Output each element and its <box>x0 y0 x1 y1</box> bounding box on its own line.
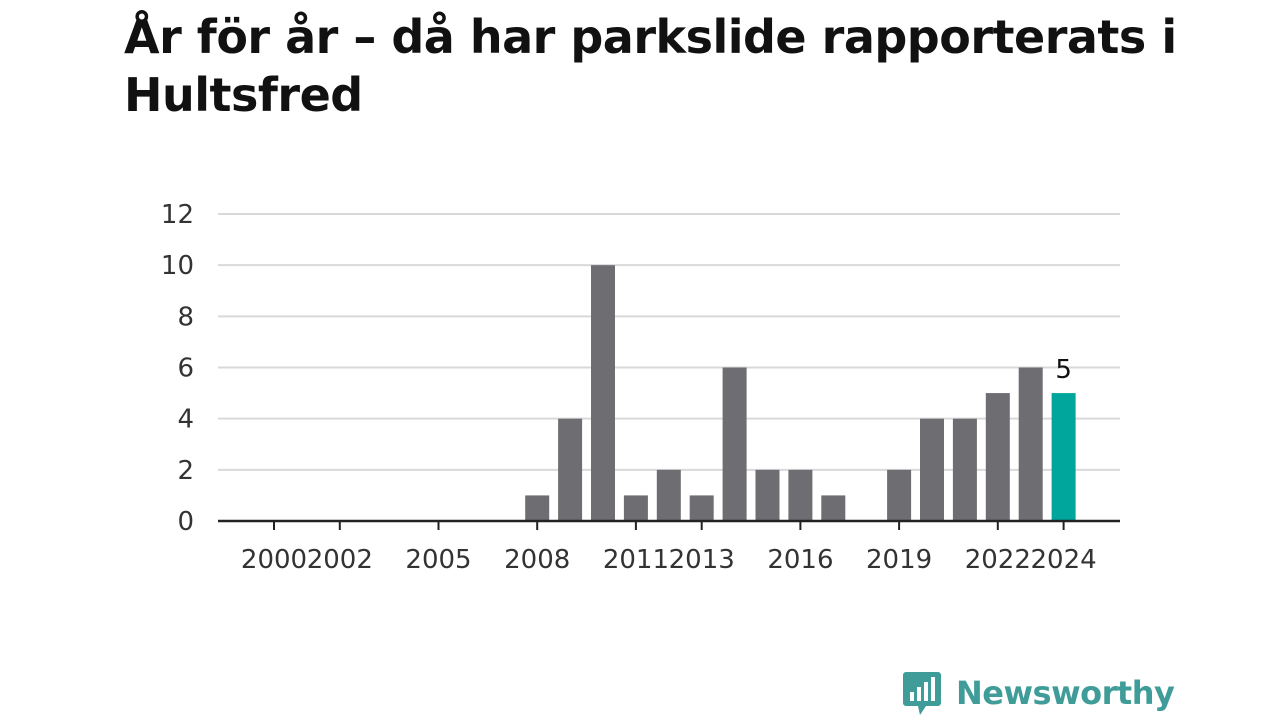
x-axis-ticks: 2000 2002 2005 2008 2011 2013 2016 2019 2022 2024 <box>241 521 1097 575</box>
data-labels: 5 <box>1055 355 1072 385</box>
y-tick-label-8: 8 <box>177 302 194 332</box>
bar-2009 <box>558 418 583 521</box>
bar-2008 <box>525 495 550 521</box>
x-tick-label-2002: 2002 <box>307 545 373 575</box>
bar-2013 <box>689 495 714 521</box>
y-tick-label-4: 4 <box>177 405 194 435</box>
x-tick-label-2008: 2008 <box>504 545 570 575</box>
data-label-2024: 5 <box>1055 355 1072 385</box>
bar-2016 <box>788 469 813 521</box>
bar-2015 <box>755 469 780 521</box>
x-tick-label-2019: 2019 <box>866 545 932 575</box>
x-tick-label-2005: 2005 <box>405 545 471 575</box>
bar-2010 <box>591 265 615 521</box>
x-tick-label-2000: 2000 <box>241 545 307 575</box>
y-tick-label-0: 0 <box>177 507 194 537</box>
bar-chart-speech-bubble-icon <box>903 672 941 715</box>
y-gridlines <box>218 213 1120 471</box>
bar-2024 <box>1051 393 1076 521</box>
x-tick-label-2013: 2013 <box>669 545 735 575</box>
bar-2020 <box>920 418 944 521</box>
y-axis-tick-labels: 0 2 4 6 8 10 12 <box>161 200 194 537</box>
bar-2017 <box>821 495 846 521</box>
bar-2023 <box>1018 367 1043 521</box>
y-tick-label-6: 6 <box>177 354 194 384</box>
bar-2012 <box>656 469 681 521</box>
x-tick-label-2022: 2022 <box>965 545 1031 575</box>
y-tick-label-12: 12 <box>161 200 194 230</box>
bars <box>525 265 1076 521</box>
y-tick-label-10: 10 <box>161 251 194 281</box>
x-tick-label-2024: 2024 <box>1031 545 1097 575</box>
chart-title: År för år – då har parkslide rapporterat… <box>124 10 1177 122</box>
x-tick-label-2011: 2011 <box>603 545 669 575</box>
y-tick-label-2: 2 <box>177 456 194 486</box>
brand-name: Newsworthy <box>956 674 1175 712</box>
bar-2022 <box>985 393 1010 521</box>
newsworthy-logo: Newsworthy <box>902 668 1175 718</box>
bar-2019 <box>887 469 912 521</box>
bar-2011 <box>623 495 648 521</box>
bar-2014 <box>722 367 747 521</box>
bar-2021 <box>952 418 977 521</box>
x-tick-label-2016: 2016 <box>767 545 833 575</box>
